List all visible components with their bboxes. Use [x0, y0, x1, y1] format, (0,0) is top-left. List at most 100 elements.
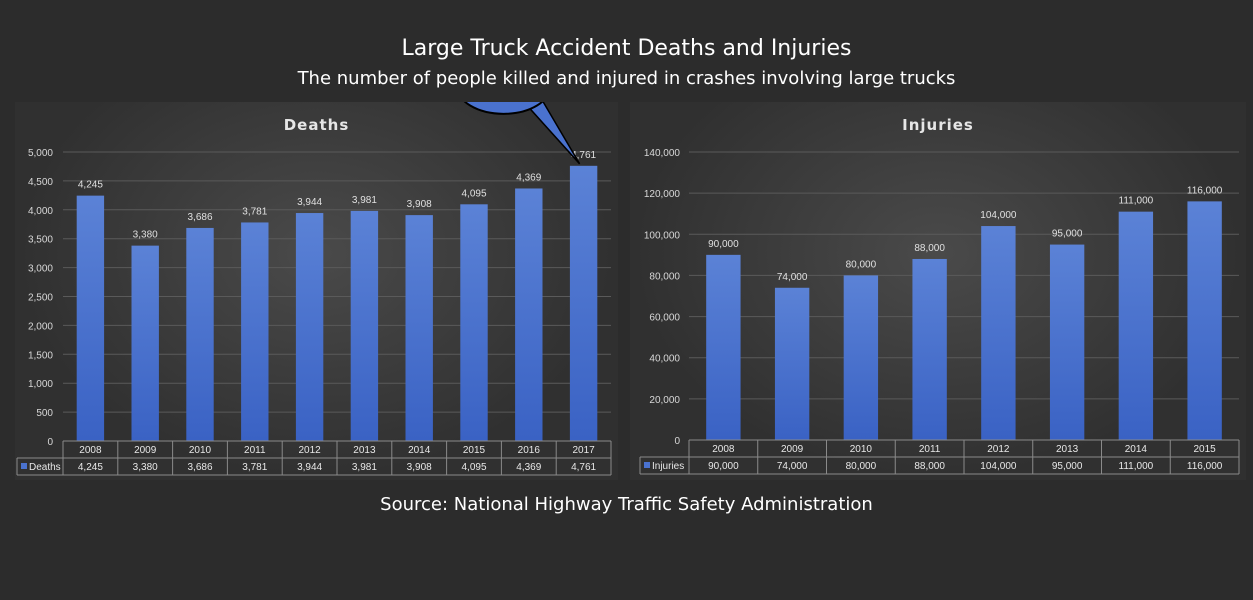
x-tick-label: 2016: [518, 445, 541, 456]
bar: [186, 227, 214, 441]
x-tick-label: 2010: [850, 444, 873, 455]
injuries-chart-panel: Injuries 0 20,000 40,000 60,000 80,000 100,000…: [630, 102, 1246, 480]
y-tick-label: 5,000: [28, 148, 53, 159]
table-value: 104,000: [980, 461, 1017, 472]
y-tick-label: 4,500: [28, 177, 53, 188]
x-tick-label: 2009: [134, 445, 157, 456]
data-label: 3,380: [133, 230, 158, 241]
bar: [981, 226, 1016, 440]
bar: [774, 287, 810, 440]
y-tick-label: 120,000: [644, 189, 681, 200]
x-tick-label: 2013: [353, 445, 376, 456]
x-tick-label: 2015: [463, 445, 486, 456]
x-tick-label: 2014: [1125, 444, 1148, 455]
data-label: 4,369: [516, 172, 541, 183]
data-label: 90,000: [708, 239, 739, 250]
table-value: 3,781: [242, 462, 267, 473]
data-label: 3,981: [352, 195, 377, 206]
x-tick-label: 2010: [189, 445, 212, 456]
bar: [1187, 201, 1222, 440]
x-tick-label: 2013: [1056, 444, 1079, 455]
table-value: 4,761: [571, 462, 596, 473]
table-value: 4,369: [516, 462, 541, 473]
bar: [460, 204, 488, 441]
table-value: 3,944: [297, 462, 322, 473]
bar: [241, 222, 269, 441]
chart-title: Deaths: [284, 116, 350, 134]
data-label: 3,686: [187, 212, 212, 223]
table-value: 88,000: [914, 461, 945, 472]
page-title: Large Truck Accident Deaths and Injuries: [401, 36, 852, 61]
deaths-chart-panel: Deaths 0 500 1,000 1,500 2,000 2,500 3,000 3,500…: [15, 102, 618, 480]
data-label: 80,000: [846, 259, 877, 270]
table-value: 3,686: [187, 462, 212, 473]
data-label: 3,944: [297, 197, 322, 208]
y-tick-label: 4,000: [28, 206, 53, 217]
y-tick-label: 140,000: [644, 148, 681, 159]
y-tick-label: 2,500: [28, 293, 53, 304]
bar: [1049, 244, 1085, 440]
legend-key: [21, 463, 27, 469]
x-tick-label: 2008: [712, 444, 735, 455]
bar: [1118, 211, 1154, 440]
legend-label: Injuries: [652, 461, 684, 472]
data-label: 3,781: [242, 206, 267, 217]
x-tick-label: 2012: [987, 444, 1010, 455]
data-label: 4,761: [571, 150, 596, 161]
bar: [569, 165, 598, 441]
callout-pointer: [524, 102, 581, 165]
x-tick-label: 2011: [919, 444, 941, 455]
table-value: 4,095: [461, 462, 486, 473]
data-label: 4,245: [78, 180, 103, 191]
table-value: 116,000: [1187, 461, 1223, 472]
data-label: 95,000: [1052, 229, 1083, 240]
injuries-chart: Injuries 0 20,000 40,000 60,000 80,000 100,000…: [639, 116, 1240, 475]
data-label: 88,000: [914, 243, 945, 254]
data-label: 4,095: [461, 188, 486, 199]
chart-title: Injuries: [902, 116, 974, 134]
bar: [515, 188, 543, 441]
bar: [405, 215, 433, 441]
table-value: 80,000: [846, 461, 877, 472]
page-subtitle: The number of people killed and injured …: [297, 68, 956, 89]
table-value: 3,908: [407, 462, 432, 473]
callout-bubble: [463, 102, 544, 115]
x-tick-label: 2017: [572, 445, 595, 456]
data-label: 116,000: [1187, 185, 1223, 196]
legend-label: Deaths: [29, 462, 61, 473]
table-value: 4,245: [78, 462, 103, 473]
table-value: 95,000: [1052, 461, 1083, 472]
x-tick-label: 2011: [244, 445, 266, 456]
deaths-chart: Deaths 0 500 1,000 1,500 2,000 2,500 3,000 3,500…: [16, 102, 612, 476]
data-label: 74,000: [777, 272, 808, 283]
bar: [706, 254, 741, 440]
data-label: 104,000: [980, 210, 1017, 221]
x-tick-label: 2012: [298, 445, 321, 456]
y-tick-label: 0: [674, 436, 680, 447]
source-note: Source: National Highway Traffic Safety …: [380, 494, 873, 515]
table-value: 90,000: [708, 461, 739, 472]
legend-key: [644, 462, 650, 468]
y-tick-label: 3,500: [28, 235, 53, 246]
y-tick-label: 2,000: [28, 321, 53, 332]
y-tick-label: 1,500: [28, 350, 53, 361]
x-tick-label: 2009: [781, 444, 804, 455]
y-tick-label: 20,000: [649, 395, 680, 406]
y-tick-label: 100,000: [644, 230, 681, 241]
table-value: 74,000: [777, 461, 808, 472]
table-value: 3,380: [133, 462, 158, 473]
y-tick-label: 0: [47, 437, 53, 448]
bar: [131, 245, 159, 441]
y-tick-label: 3,000: [28, 264, 53, 275]
y-tick-label: 1,000: [28, 379, 53, 390]
x-tick-label: 2015: [1194, 444, 1217, 455]
table-value: 3,981: [352, 462, 377, 473]
y-tick-label: 80,000: [649, 271, 680, 282]
y-tick-label: 500: [36, 408, 53, 419]
data-label: 111,000: [1119, 196, 1154, 207]
bar: [912, 258, 947, 440]
bar: [76, 195, 105, 441]
y-tick-label: 40,000: [649, 354, 680, 365]
x-tick-label: 2014: [408, 445, 431, 456]
x-tick-label: 2008: [79, 445, 102, 456]
